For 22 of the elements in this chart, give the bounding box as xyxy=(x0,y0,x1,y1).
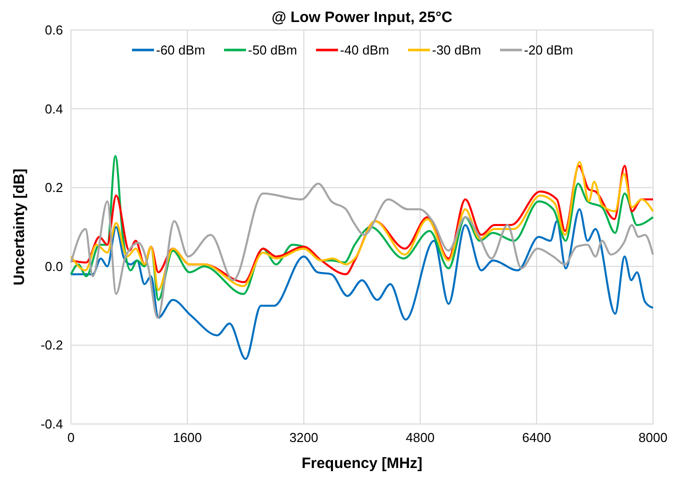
x-tick-label: 3200 xyxy=(289,430,318,445)
x-tick-label: 1600 xyxy=(172,430,202,445)
line-series xyxy=(70,208,654,360)
y-tick-label: 0.6 xyxy=(44,22,63,38)
x-axis-title: Frequency [MHz] xyxy=(302,455,422,472)
legend-label: -60 dBm xyxy=(156,42,206,58)
chart-title: @ Low Power Input, 25°C xyxy=(272,9,452,26)
y-tick-label: -0.4 xyxy=(40,416,63,432)
y-tick-label: 0.2 xyxy=(44,180,63,196)
x-tick-label: 0 xyxy=(67,430,75,445)
y-axis-title: Uncertainty [dB] xyxy=(11,168,28,286)
x-tick-label: 8000 xyxy=(638,430,668,445)
x-tick-label: 4800 xyxy=(406,430,435,445)
y-tick-label: -0.2 xyxy=(40,338,63,353)
legend-label: -40 dBm xyxy=(340,42,390,58)
y-tick-label: 0.0 xyxy=(44,258,63,274)
y-tick-label: 0.4 xyxy=(44,101,63,116)
legend-label: -30 dBm xyxy=(432,42,482,58)
x-tick-label: 6400 xyxy=(522,430,552,445)
line-series xyxy=(70,182,654,319)
legend-label: -20 dBm xyxy=(524,42,574,58)
legend-label: -50 dBm xyxy=(248,42,298,58)
